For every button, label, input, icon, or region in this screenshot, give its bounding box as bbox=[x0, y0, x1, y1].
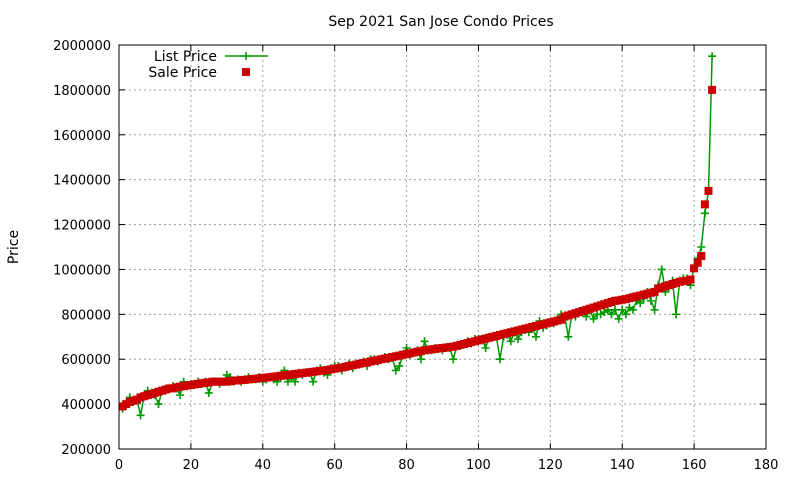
sale-price-point bbox=[708, 85, 717, 94]
x-tick-label: 60 bbox=[326, 458, 343, 473]
y-tick-label: 1600000 bbox=[53, 129, 111, 144]
list-price-point bbox=[391, 366, 400, 375]
list-price-point bbox=[291, 377, 300, 386]
x-tick-label: 20 bbox=[183, 458, 200, 473]
list-price-point bbox=[204, 388, 213, 397]
list-price-point bbox=[496, 355, 505, 364]
x-tick-label: 100 bbox=[466, 458, 491, 473]
list-price-point bbox=[636, 299, 645, 308]
legend-list-price-label: List Price bbox=[154, 49, 217, 65]
x-tick-label: 0 bbox=[115, 458, 123, 473]
x-tick-label: 160 bbox=[682, 458, 707, 473]
x-tick-label: 140 bbox=[610, 458, 635, 473]
sale-price-point bbox=[686, 275, 695, 284]
legend: List Price Sale Price bbox=[148, 49, 268, 81]
list-price-line bbox=[122, 56, 713, 416]
list-price-point bbox=[611, 305, 620, 314]
sale-price-series bbox=[118, 85, 717, 411]
list-price-point bbox=[481, 344, 490, 352]
list-price-point bbox=[309, 377, 318, 386]
y-tick-label: 1200000 bbox=[53, 219, 111, 234]
x-tick-label: 180 bbox=[754, 458, 779, 473]
list-price-point bbox=[395, 361, 404, 370]
list-price-point bbox=[449, 355, 458, 364]
y-tick-label: 400000 bbox=[61, 398, 111, 413]
y-tick-label: 800000 bbox=[61, 308, 111, 323]
list-price-point bbox=[564, 332, 573, 341]
list-price-point bbox=[657, 265, 666, 274]
list-price-point bbox=[589, 314, 598, 323]
list-price-point bbox=[708, 52, 717, 61]
list-price-point bbox=[154, 400, 163, 409]
list-price-point bbox=[513, 335, 522, 344]
legend-list-price-marker bbox=[242, 52, 250, 60]
sale-price-point bbox=[693, 258, 702, 267]
grid bbox=[119, 45, 766, 449]
list-price-point bbox=[607, 310, 616, 319]
axis-ticks: 0 20 40 60 80 100 120 140 160 180 200000 400000 6000… bbox=[53, 39, 778, 473]
y-tick-label: 200000 bbox=[61, 443, 111, 458]
list-price-point bbox=[420, 337, 429, 346]
y-tick-label: 1800000 bbox=[53, 84, 111, 99]
list-price-point bbox=[697, 243, 706, 251]
y-tick-label: 600000 bbox=[61, 353, 111, 368]
sale-price-point bbox=[690, 264, 699, 273]
list-price-point bbox=[416, 355, 425, 364]
list-price-point bbox=[614, 314, 623, 323]
list-price-point bbox=[672, 310, 681, 319]
x-tick-label: 40 bbox=[255, 458, 272, 473]
y-tick-label: 2000000 bbox=[53, 39, 111, 54]
list-price-point bbox=[700, 209, 709, 218]
list-price-point bbox=[506, 337, 515, 346]
sale-price-point bbox=[700, 200, 709, 209]
x-tick-label: 120 bbox=[538, 458, 563, 473]
list-price-point bbox=[629, 305, 638, 314]
chart-title: Sep 2021 San Jose Condo Prices bbox=[328, 14, 553, 30]
y-axis-label: Price bbox=[6, 230, 22, 264]
list-price-point bbox=[650, 305, 659, 314]
x-tick-label: 80 bbox=[398, 458, 415, 473]
list-price-point bbox=[621, 310, 630, 319]
y-tick-label: 1000000 bbox=[53, 263, 111, 278]
sale-price-point bbox=[704, 186, 713, 195]
y-tick-label: 1400000 bbox=[53, 174, 111, 189]
list-price-point bbox=[176, 391, 185, 400]
list-price-point bbox=[646, 296, 655, 305]
legend-sale-price-swatch bbox=[242, 68, 250, 76]
plot-frame bbox=[118, 44, 767, 450]
legend-sale-price-label: Sale Price bbox=[148, 65, 217, 81]
list-price-series bbox=[118, 52, 717, 420]
legend-list-price-swatch bbox=[225, 52, 268, 60]
legend-sale-price-marker bbox=[242, 68, 250, 76]
list-price-point bbox=[618, 305, 627, 314]
sale-price-point bbox=[697, 251, 706, 260]
list-price-point bbox=[136, 411, 145, 420]
list-price-point bbox=[531, 332, 540, 341]
